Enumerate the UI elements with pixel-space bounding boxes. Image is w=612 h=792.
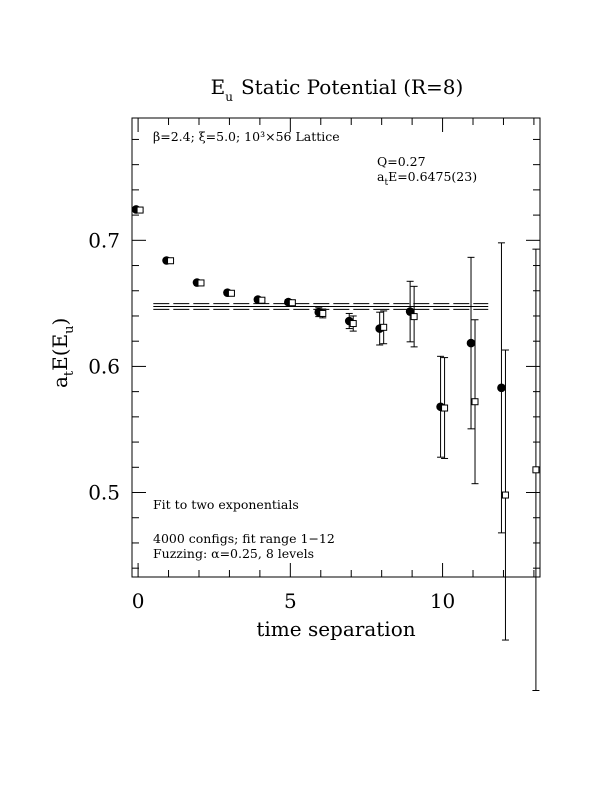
y-tick-label-0-6: 0.6 [88,354,120,378]
x-tick-label-0: 0 [132,589,145,613]
y-tick-label-0-7: 0.7 [88,228,120,252]
data-point-square [227,289,235,297]
data-point-square [167,257,175,265]
tick-labels: 0 5 10 0.5 0.6 0.7 [88,228,455,613]
y-axis-label: atE(Eu) [48,318,77,388]
x-tick-label-10: 10 [430,589,455,613]
data-point-square [471,398,479,406]
x-tick-label-5: 5 [284,589,297,613]
data-point-square [197,279,205,287]
fuzzing-annotation: Fuzzing: α=0.25, 8 levels [153,546,314,561]
data-point-circle [466,338,476,348]
data-point-circle [497,383,506,393]
data-point-square [532,466,540,474]
data-point-square [501,491,509,499]
plot-frame [131,117,541,578]
data-point-square [410,313,418,321]
energy-annotation: atE=0.6475(23) [377,169,477,188]
series-open-squares [136,206,540,691]
lattice-annotation: β=2.4; ξ=5.0; 10³×56 Lattice [153,129,340,144]
data-point-square [349,320,357,328]
series-filled-circles [131,205,506,534]
data-point-square [319,309,327,317]
data-point-square [380,323,388,331]
y-tick-label-0-5: 0.5 [88,481,120,505]
configs-annotation: 4000 configs; fit range 1−12 [153,531,335,546]
q-value-annotation: Q=0.27 [377,154,426,169]
data-point-square [441,404,449,412]
chart-title: Eu Static Potential (R=8) [211,75,464,104]
fit-type-annotation: Fit to two exponentials [153,497,299,512]
data-point-square [136,206,144,214]
data-point-square [258,296,266,304]
data-point-square [288,299,296,307]
x-axis-label: time separation [256,617,415,641]
